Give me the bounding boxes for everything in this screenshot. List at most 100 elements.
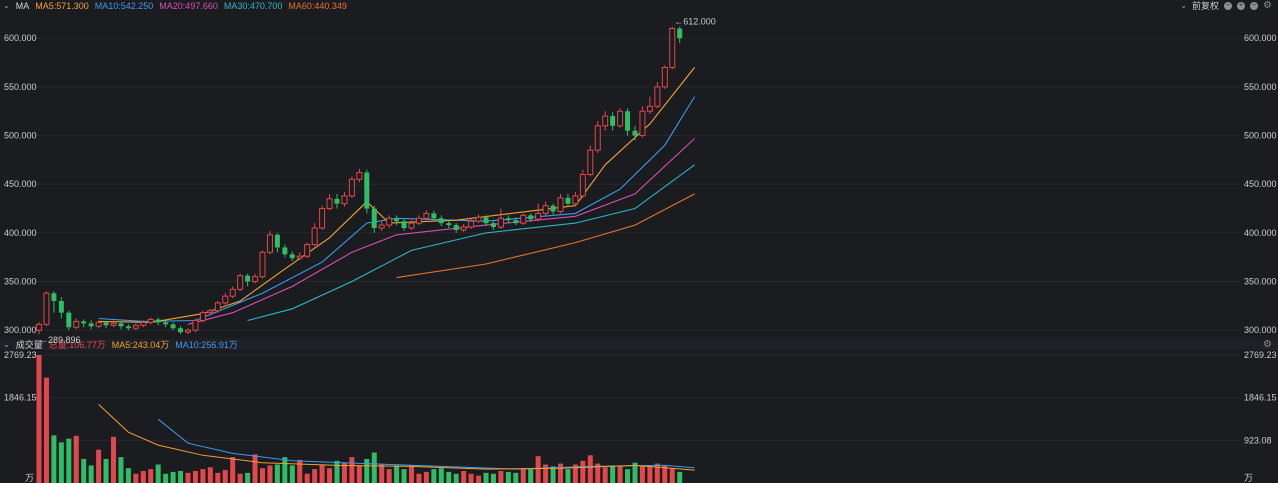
volume-bar [88, 465, 94, 483]
adjust-chevron-icon[interactable]: ⌄ [1180, 1, 1188, 10]
candle [572, 192, 579, 206]
volume-bar [140, 470, 146, 483]
volume-collapse-chevron-icon[interactable]: ⌄ [3, 340, 10, 349]
adjust-selector[interactable]: 前复权 [1192, 1, 1220, 11]
price-tick-left: 450.000 [4, 179, 37, 189]
ma-indicator-bar: ⌄ MA MA5:571.300 MA10:542.250 MA20:497.6… [0, 0, 1278, 11]
volume-bar [438, 468, 444, 483]
candle [453, 223, 459, 233]
candle [237, 273, 244, 292]
volume-bar [543, 464, 549, 483]
ma20-readout: MA20:497.660 [159, 0, 218, 11]
volume-tick-left: 2769.23 [4, 350, 37, 360]
candle [222, 293, 229, 305]
volume-bar [394, 465, 400, 483]
candle [125, 324, 131, 331]
candle [289, 251, 295, 262]
volume-bar [96, 449, 102, 483]
volume-bar [237, 473, 243, 483]
min-price-label: ←289.896 [39, 335, 81, 345]
volume-bar [215, 472, 221, 483]
candle [311, 223, 318, 247]
ma60-readout: MA60:440.349 [288, 0, 347, 11]
candle [214, 300, 221, 313]
volume-bar [595, 463, 601, 483]
volume-bar [528, 469, 534, 483]
volume-indicator-bar: ⌄ 成交量 总量:106.77万 MA5:243.04万 MA10:256.91… [0, 339, 1278, 350]
ma10-readout: MA10:542.250 [94, 0, 154, 11]
volume-bar [505, 471, 511, 483]
candle [163, 320, 169, 328]
candle [118, 321, 124, 330]
candle [334, 193, 340, 209]
volume-bar [58, 442, 64, 483]
candle [535, 203, 542, 222]
candle [587, 145, 594, 177]
candle [646, 96, 653, 115]
volume-ma10: MA10:256.91万 [175, 340, 238, 350]
volume-bar [654, 463, 660, 483]
volume-bar [245, 472, 251, 483]
minimize-icon[interactable]: − [1224, 1, 1233, 10]
candle [58, 297, 64, 319]
candle [36, 322, 42, 335]
volume-bar [379, 464, 385, 483]
volume-bar [222, 470, 228, 483]
volume-ma5: MA5:243.04万 [111, 340, 170, 350]
candle [95, 320, 102, 329]
volume-bar [327, 468, 333, 483]
volume-bar [297, 459, 303, 483]
volume-title: 成交量 [15, 340, 43, 350]
volume-tick-right: 2769.23 [1244, 350, 1277, 360]
volume-bar [490, 473, 496, 483]
candle [364, 169, 370, 214]
add-icon[interactable]: + [1237, 1, 1246, 10]
candle [438, 215, 444, 227]
volume-bar [230, 457, 236, 483]
volume-bar [364, 458, 370, 483]
volume-tick-left: 1846.15 [4, 393, 37, 403]
volume-bar-chart[interactable]: 2769.23 1846.15 2769.23 1846.15 923.08 万 万 [0, 350, 1278, 483]
candle [483, 215, 489, 227]
settings-gear-icon[interactable]: ⚙ [1263, 0, 1272, 11]
ma5-readout: MA5:571.300 [35, 0, 89, 11]
volume-bar [483, 472, 489, 483]
candle [415, 215, 422, 226]
collapse-chevron-icon[interactable]: ⌄ [3, 1, 10, 10]
candle [446, 220, 452, 229]
volume-bar [461, 470, 467, 483]
candle [178, 326, 184, 335]
remove-icon[interactable]: − [1250, 1, 1259, 10]
volume-bar [341, 462, 347, 483]
candle [579, 169, 586, 198]
ma30-readout: MA30:470.700 [223, 0, 283, 11]
volume-bar [200, 469, 206, 483]
candle [296, 252, 303, 261]
volume-bar [632, 462, 638, 483]
candle [520, 213, 527, 226]
volume-bar [356, 465, 362, 483]
volume-bar [66, 438, 72, 483]
candle [51, 291, 57, 313]
volume-unit-left: 万 [25, 473, 34, 483]
volume-bar [677, 471, 683, 483]
candle [654, 82, 661, 109]
candle [475, 214, 482, 224]
volume-bar [125, 468, 131, 483]
ma10-line [98, 96, 696, 322]
price-candlestick-chart[interactable]: 600.000 550.000 500.000 450.000 400.000 350.0… [0, 11, 1278, 349]
volume-settings-gear-icon[interactable]: ⚙ [1263, 339, 1272, 350]
volume-bar [73, 435, 79, 483]
volume-unit-right: 万 [1244, 473, 1253, 483]
volume-bar [520, 468, 526, 483]
price-tick-right: 300.000 [1244, 325, 1277, 335]
volume-bar [602, 467, 608, 483]
volume-bar [155, 464, 161, 483]
candle [66, 310, 72, 331]
candle [356, 168, 363, 183]
candle [497, 208, 504, 229]
volume-bar [513, 472, 519, 483]
ma5-line [98, 67, 696, 323]
candle [132, 323, 139, 331]
candle [103, 321, 109, 329]
